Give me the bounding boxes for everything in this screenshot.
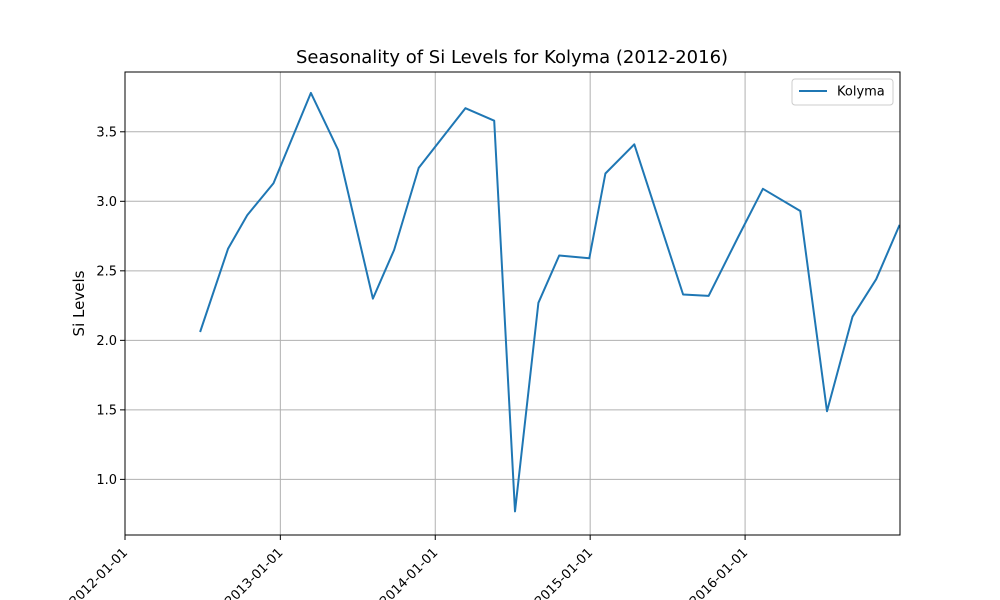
legend-label: Kolyma [837,85,885,100]
y-tick-label: 2.0 [96,334,117,349]
chart-title: Seasonality of Si Levels for Kolyma (201… [296,47,728,68]
y-tick-label: 3.5 [96,125,117,140]
y-tick-label: 1.0 [96,473,117,488]
plot-area-frame [124,71,901,536]
legend: Kolyma [791,78,894,106]
grid-lines [125,72,900,535]
y-tick-label: 1.5 [96,403,117,418]
series-line-kolyma [199,91,901,513]
y-tick-label: 2.5 [96,264,117,279]
y-tick-label: 3.0 [96,195,117,210]
series-layer [199,91,901,513]
legend-box [791,78,894,106]
y-axis-label: Si Levels [70,270,88,336]
